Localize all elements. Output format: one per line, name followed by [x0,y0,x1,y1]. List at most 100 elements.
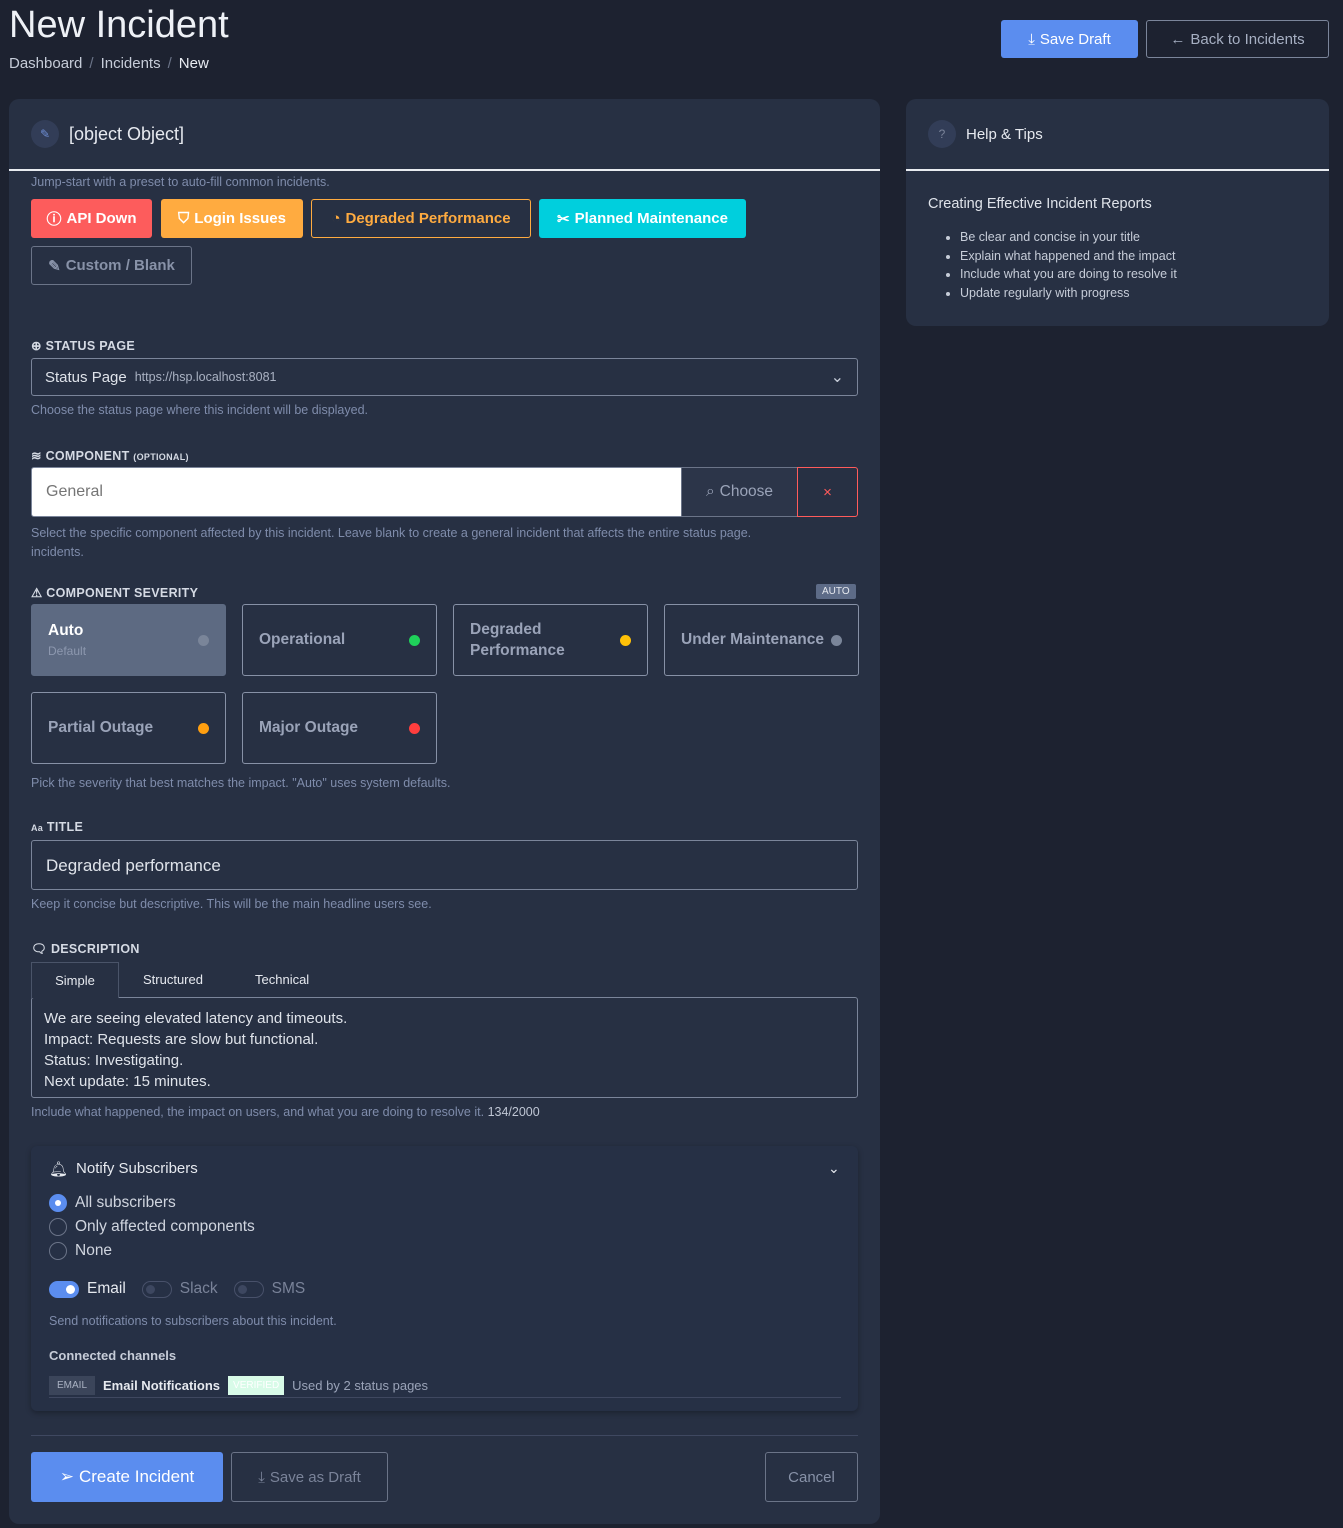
warning-icon: ⚠ [31,586,43,600]
alert-icon: ⓘ [46,211,62,228]
tip-item: Be clear and concise in your title [960,228,1329,247]
arrow-left-icon: ← [1170,30,1186,48]
channel-type-badge: EMAIL [49,1375,96,1395]
breadcrumb-current: New [178,55,209,72]
chevron-down-icon[interactable]: ⌄ [828,1160,840,1176]
help-card: ? Help & Tips Creating Effective Incident… [906,99,1329,326]
status-page-label: ⊕ STATUS PAGE [31,339,135,353]
save-as-draft-button[interactable]: ⤓ Save as Draft [231,1452,388,1502]
severity-label: Partial Outage [48,719,154,736]
preset-login-issues[interactable]: ⛉ Login Issues [161,199,303,238]
verified-badge: VERIFIED [228,1375,285,1395]
severity-major-outage[interactable]: Major Outage [242,692,437,764]
severity-maintenance[interactable]: Under Maintenance [664,604,859,676]
title-hint: Keep it concise but descriptive. This wi… [31,897,432,911]
gauge-icon: ◔ [331,210,341,227]
severity-label: Auto [48,622,84,639]
status-dot-icon [198,634,209,646]
char-count: 134/2000 [487,1105,540,1119]
preset-label: Degraded Performance [345,210,511,227]
tab-technical[interactable]: Technical [255,972,310,987]
tools-icon: ✂ [557,210,570,228]
tab-structured[interactable]: Structured [143,972,203,987]
severity-partial-outage[interactable]: Partial Outage [31,692,226,764]
toggle-slack[interactable]: Slack [141,1280,218,1298]
radio-none[interactable]: None [49,1242,112,1260]
description-textarea[interactable]: We are seeing elevated latency and timeo… [31,997,858,1098]
create-incident-button[interactable]: ➢ Create Incident [31,1452,223,1502]
status-dot-icon [831,634,842,646]
channel-row: EMAIL Email Notifications VERIFIED Used by … [49,1373,841,1398]
preset-label: Custom / Blank [65,257,175,274]
component-input[interactable] [31,467,682,517]
status-page-select[interactable]: Status Page https://hsp.localhost:8081 ⌄ [31,358,858,396]
status-page-hint: Choose the status page where this incide… [31,403,369,417]
title-input[interactable]: Degraded performance [31,840,858,890]
breadcrumb-dashboard[interactable]: Dashboard [9,55,83,72]
notify-hint: Send notifications to subscribers about … [49,1314,337,1328]
status-dot-icon [409,634,420,646]
tip-item: Explain what happened and the impact [960,247,1329,266]
tip-item: Include what you are doing to resolve it [960,265,1329,284]
tip-item: Update regularly with progress [960,284,1329,303]
preset-degraded-performance[interactable]: ◔ Degraded Performance [311,199,531,238]
comment-icon: 🗨 [31,942,48,956]
status-dot-icon [198,722,209,734]
severity-label: Degraded Performance [470,621,565,659]
component-hint: Select the specific component affected b… [31,526,752,559]
help-subtitle: Creating Effective Incident Reports [928,196,1152,212]
status-dot-icon [620,634,631,646]
notify-header[interactable]: 🔔︎ Notify Subscribers [49,1160,198,1178]
radio-all-subscribers[interactable]: All subscribers [49,1194,176,1212]
toggle-email[interactable]: Email [49,1280,126,1298]
preset-label: Planned Maintenance [574,210,728,227]
choose-label: Choose [719,483,774,500]
save-draft-label: Save Draft [1039,30,1111,48]
bell-icon: 🔔︎ [49,1161,69,1178]
severity-auto[interactable]: Auto Default [31,604,226,676]
choose-component-button[interactable]: ⌕ Choose [681,467,798,517]
description-hint: Include what happened, the impact on use… [31,1105,540,1119]
globe-icon: ⊕ [31,339,42,353]
severity-sub: Default [48,644,87,658]
search-icon: ⌕ [705,483,715,500]
component-label: ≋ COMPONENT (OPTIONAL) [31,449,189,463]
severity-label: ⚠ COMPONENT SEVERITY [31,586,199,600]
question-icon: ? [928,120,956,148]
preset-planned-maintenance[interactable]: ✂ Planned Maintenance [539,199,746,238]
preset-label: Login Issues [194,210,286,227]
save-icon: ⤓ [258,1468,265,1486]
severity-label: Major Outage [259,719,359,736]
description-label: 🗨 DESCRIPTION [31,942,140,956]
tips-list: Be clear and concise in your titleExplai… [906,212,1329,302]
severity-operational[interactable]: Operational [242,604,437,676]
breadcrumb-incidents[interactable]: Incidents [100,55,161,72]
severity-hint: Pick the severity that best matches the … [31,776,451,790]
toggle-sms[interactable]: SMS [233,1280,305,1298]
preset-custom-blank[interactable]: ✎ Custom / Blank [31,246,192,285]
preset-hint: Jump-start with a preset to auto-fill co… [31,175,330,189]
back-button[interactable]: ← Back to Incidents [1146,20,1329,58]
save-icon: ⤓ [1028,30,1035,48]
back-label: Back to Incidents [1190,30,1305,48]
clear-component-button[interactable]: × [797,467,858,517]
chevron-down-icon: ⌄ [830,369,844,386]
preset-api-down[interactable]: ⓘ API Down [31,199,152,238]
tab-simple[interactable]: Simple [31,962,119,998]
cancel-button[interactable]: Cancel [765,1452,858,1502]
radio-affected-components[interactable]: Only affected components [49,1218,255,1236]
channel-usage: Used by 2 status pages [292,1377,429,1393]
auto-badge: AUTO [816,584,856,599]
text-icon: Aa [31,823,44,833]
help-title: Help & Tips [966,125,1043,143]
status-dot-icon [409,722,420,734]
card-title: [object Object] [69,123,185,144]
status-page-url: https://hsp.localhost:8081 [134,370,277,384]
severity-degraded[interactable]: Degraded Performance [453,604,648,676]
title-label: Aa TITLE [31,820,84,834]
save-draft-button[interactable]: ⤓ Save Draft [1001,20,1138,58]
database-icon: ≋ [31,449,42,463]
preset-label: API Down [66,210,137,227]
breadcrumb: Dashboard / Incidents / New [9,55,209,72]
divider [31,1435,858,1436]
